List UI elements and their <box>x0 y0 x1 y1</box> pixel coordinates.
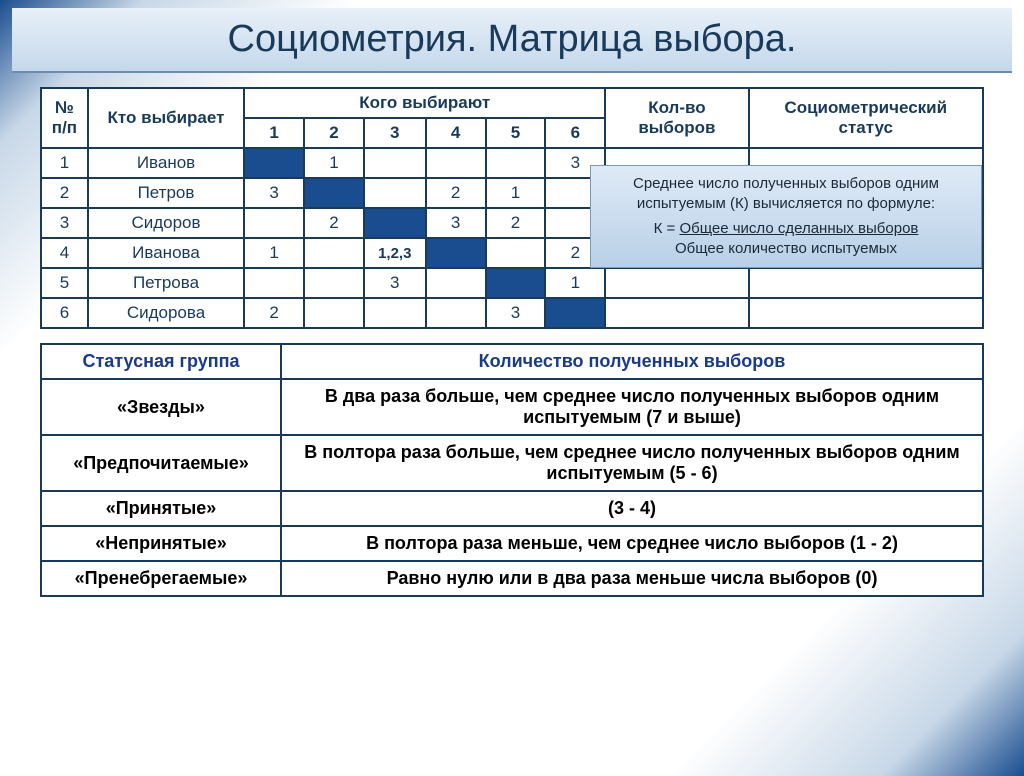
matrix-cell <box>486 268 546 298</box>
status-desc: В два раза больше, чем среднее число пол… <box>281 379 983 435</box>
matrix-cell <box>304 268 364 298</box>
page-title: Социометрия. Матрица выбора. <box>42 18 982 61</box>
status-group: «Непринятые» <box>41 526 281 561</box>
matrix-cell: 3 <box>364 268 426 298</box>
status-group: «Предпочитаемые» <box>41 435 281 491</box>
title-bar: Социометрия. Матрица выбора. <box>12 8 1012 73</box>
status-group: «Принятые» <box>41 491 281 526</box>
matrix-cell <box>304 178 364 208</box>
matrix-cell: 1 <box>486 178 546 208</box>
formula-denominator: Общее количество испытуемых <box>601 239 971 259</box>
col-label: 4 <box>426 118 486 148</box>
matrix-cell: 3 <box>426 208 486 238</box>
matrix-cell <box>364 298 426 328</box>
row-name: Сидорова <box>88 298 244 328</box>
matrix-cell <box>545 298 605 328</box>
formula-intro: Среднее число полученных выборов одним и… <box>601 174 971 215</box>
matrix-row: 5Петрова 3 1 <box>41 268 983 298</box>
status-row: «Пренебрегаемые»Равно нулю или в два раз… <box>41 561 983 596</box>
col-label: 3 <box>364 118 426 148</box>
status-group: «Звезды» <box>41 379 281 435</box>
matrix-cell: 2 <box>486 208 546 238</box>
formula-k-line: К = Общее число сделанных выборов <box>601 219 971 239</box>
matrix-cell: 1,2,3 <box>364 238 426 268</box>
matrix-section: № п/п Кто выбирает Кого выбирают Кол-во … <box>40 87 984 329</box>
formula-box: Среднее число полученных выборов одним и… <box>590 165 982 268</box>
matrix-row: 6Сидорова2 3 <box>41 298 983 328</box>
status-hdr-count: Количество полученных выборов <box>281 344 983 379</box>
matrix-cell: 2 <box>304 208 364 238</box>
matrix-cell <box>244 268 304 298</box>
matrix-cell: 2 <box>244 298 304 328</box>
matrix-cell <box>304 298 364 328</box>
matrix-cell <box>426 268 486 298</box>
row-count <box>605 298 748 328</box>
status-row: «Предпочитаемые»В полтора раза больше, ч… <box>41 435 983 491</box>
status-section: Статусная группа Количество полученных в… <box>40 343 984 597</box>
matrix-cell <box>244 208 304 238</box>
col-label: 1 <box>244 118 304 148</box>
row-count <box>605 268 748 298</box>
row-status <box>749 268 983 298</box>
col-label: 5 <box>486 118 546 148</box>
row-name: Иванов <box>88 148 244 178</box>
row-status <box>749 298 983 328</box>
row-number: 1 <box>41 148 88 178</box>
row-number: 4 <box>41 238 88 268</box>
status-row: «Непринятые»В полтора раза меньше, чем с… <box>41 526 983 561</box>
matrix-cell <box>364 178 426 208</box>
row-name: Сидоров <box>88 208 244 238</box>
row-name: Иванова <box>88 238 244 268</box>
matrix-cell <box>426 298 486 328</box>
status-desc: Равно нулю или в два раза меньше числа в… <box>281 561 983 596</box>
status-desc: (3 - 4) <box>281 491 983 526</box>
row-number: 5 <box>41 268 88 298</box>
row-number: 2 <box>41 178 88 208</box>
matrix-cell <box>244 148 304 178</box>
row-number: 6 <box>41 298 88 328</box>
matrix-cell: 1 <box>545 268 605 298</box>
status-row: «Принятые»(3 - 4) <box>41 491 983 526</box>
hdr-count: Кол-во выборов <box>605 88 748 148</box>
status-desc: В полтора раза больше, чем среднее число… <box>281 435 983 491</box>
status-hdr-group: Статусная группа <box>41 344 281 379</box>
matrix-cell <box>486 148 546 178</box>
status-table: Статусная группа Количество полученных в… <box>40 343 984 597</box>
status-desc: В полтора раза меньше, чем среднее число… <box>281 526 983 561</box>
matrix-cell: 3 <box>486 298 546 328</box>
matrix-cell: 1 <box>244 238 304 268</box>
hdr-status: Социометрический статус <box>749 88 983 148</box>
matrix-cell <box>364 148 426 178</box>
row-name: Петрова <box>88 268 244 298</box>
matrix-cell <box>426 148 486 178</box>
matrix-cell <box>486 238 546 268</box>
col-label: 6 <box>545 118 605 148</box>
k-label: К = <box>654 220 676 237</box>
hdr-who: Кто выбирает <box>88 88 244 148</box>
col-label: 2 <box>304 118 364 148</box>
hdr-num: № п/п <box>41 88 88 148</box>
matrix-cell <box>426 238 486 268</box>
matrix-cell <box>304 238 364 268</box>
matrix-cell: 1 <box>304 148 364 178</box>
hdr-whom: Кого выбирают <box>244 88 605 118</box>
row-number: 3 <box>41 208 88 238</box>
formula-numerator: Общее число сделанных выборов <box>679 220 918 237</box>
matrix-cell: 3 <box>244 178 304 208</box>
matrix-cell: 2 <box>426 178 486 208</box>
status-group: «Пренебрегаемые» <box>41 561 281 596</box>
matrix-cell <box>364 208 426 238</box>
status-row: «Звезды»В два раза больше, чем среднее ч… <box>41 379 983 435</box>
row-name: Петров <box>88 178 244 208</box>
